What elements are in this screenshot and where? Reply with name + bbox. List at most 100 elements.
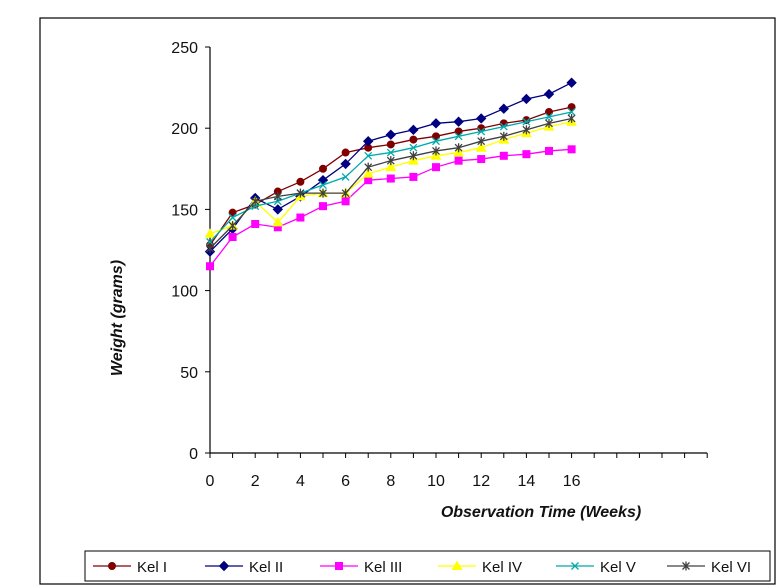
- data-point: [545, 112, 553, 121]
- data-point: [567, 103, 576, 112]
- data-point: [499, 122, 508, 131]
- data-point: [475, 142, 487, 152]
- data-point: [296, 177, 305, 186]
- data-point: [341, 197, 350, 206]
- axes: 0 50 100 150 200 250 0 2 4 6 8 10 12 14 16: [171, 40, 708, 490]
- data-point: [341, 172, 350, 181]
- series-kel-ii: [204, 77, 577, 257]
- x-tick-label: 6: [341, 473, 350, 490]
- legend-label: Kel III: [364, 559, 402, 576]
- data-point: [386, 174, 395, 183]
- y-axis-title: Weight (grams): [109, 260, 126, 376]
- data-point: [453, 116, 464, 127]
- data-point: [364, 176, 373, 185]
- data-point: [341, 148, 350, 157]
- data-point: [273, 191, 282, 201]
- data-point: [251, 196, 260, 206]
- legend-item: Kel III: [320, 559, 402, 576]
- data-point: [521, 93, 532, 105]
- y-tick-label: 0: [189, 446, 198, 463]
- legend-item: Kel II: [205, 559, 283, 576]
- data-point: [204, 228, 216, 238]
- data-point: [543, 88, 555, 100]
- legend-label: Kel II: [249, 559, 283, 576]
- x-tick-label: 14: [518, 473, 536, 490]
- legend-swatch-marker: [218, 560, 230, 572]
- data-point: [409, 143, 418, 152]
- data-point: [567, 145, 576, 154]
- legend-label: Kel I: [137, 559, 167, 576]
- data-point: [477, 136, 486, 146]
- y-tick-label: 150: [171, 202, 198, 219]
- data-point: [432, 137, 440, 146]
- legend-swatch-marker: [682, 561, 690, 571]
- x-tick-label: 0: [206, 473, 215, 490]
- x-tick-label: 4: [296, 473, 305, 490]
- data-point: [364, 151, 373, 160]
- x-tick-label: 10: [427, 473, 445, 490]
- chart-area-border: [39, 17, 776, 585]
- data-point: [296, 188, 305, 198]
- data-point: [319, 181, 327, 189]
- legend-item: Kel IV: [438, 559, 522, 576]
- data-point: [432, 146, 440, 156]
- legend-swatch-marker: [335, 562, 343, 570]
- data-point: [319, 188, 327, 198]
- y-tick-label: 250: [171, 40, 198, 57]
- data-point: [454, 132, 463, 141]
- data-point: [567, 108, 576, 116]
- legend-label: Kel V: [600, 559, 636, 576]
- data-point: [341, 188, 350, 198]
- data-point: [364, 162, 373, 172]
- legend-swatch-marker: [108, 562, 116, 570]
- data-point: [296, 213, 305, 222]
- y-tick-label: 50: [180, 365, 198, 382]
- data-point: [498, 103, 510, 114]
- legend-swatch-marker: [571, 562, 579, 570]
- data-point: [228, 221, 237, 231]
- data-point: [362, 135, 374, 147]
- data-point: [251, 220, 260, 229]
- data-point: [408, 124, 419, 136]
- legend-item: Kel V: [556, 559, 636, 576]
- x-axis-title: Observation Time (Weeks): [441, 504, 641, 521]
- data-point: [454, 156, 463, 165]
- data-point: [206, 262, 214, 271]
- data-point: [475, 113, 487, 124]
- data-point: [206, 237, 214, 246]
- data-point: [409, 135, 418, 144]
- legend-item: Kel I: [93, 559, 167, 576]
- data-point: [340, 158, 351, 170]
- data-point: [272, 204, 284, 215]
- data-point: [385, 161, 397, 172]
- data-point: [386, 140, 395, 149]
- data-point: [477, 127, 486, 136]
- series-lines: [204, 77, 577, 271]
- data-point: [499, 151, 508, 160]
- data-point: [499, 131, 508, 141]
- data-point: [362, 168, 374, 178]
- legend: Kel I Kel II Kel III Kel IV Kel V Kel VI: [84, 550, 771, 582]
- y-tick-label: 100: [171, 284, 198, 301]
- data-point: [545, 107, 553, 116]
- data-point: [522, 117, 531, 126]
- data-point: [385, 129, 397, 140]
- legend-label: Kel VI: [711, 559, 751, 576]
- data-point: [454, 127, 463, 136]
- y-tick-label: 200: [171, 121, 198, 138]
- x-tick-label: 2: [251, 473, 260, 490]
- data-point: [206, 243, 214, 253]
- data-point: [430, 118, 442, 129]
- legend-swatch-marker: [451, 560, 463, 570]
- data-point: [386, 156, 395, 166]
- legend-box: [84, 550, 771, 582]
- data-point: [454, 143, 463, 153]
- data-point: [566, 77, 577, 88]
- legend-item: Kel VI: [667, 559, 751, 576]
- series-kel-vi: [206, 113, 576, 253]
- data-point: [228, 213, 237, 222]
- data-point: [319, 164, 327, 173]
- data-point: [567, 113, 576, 123]
